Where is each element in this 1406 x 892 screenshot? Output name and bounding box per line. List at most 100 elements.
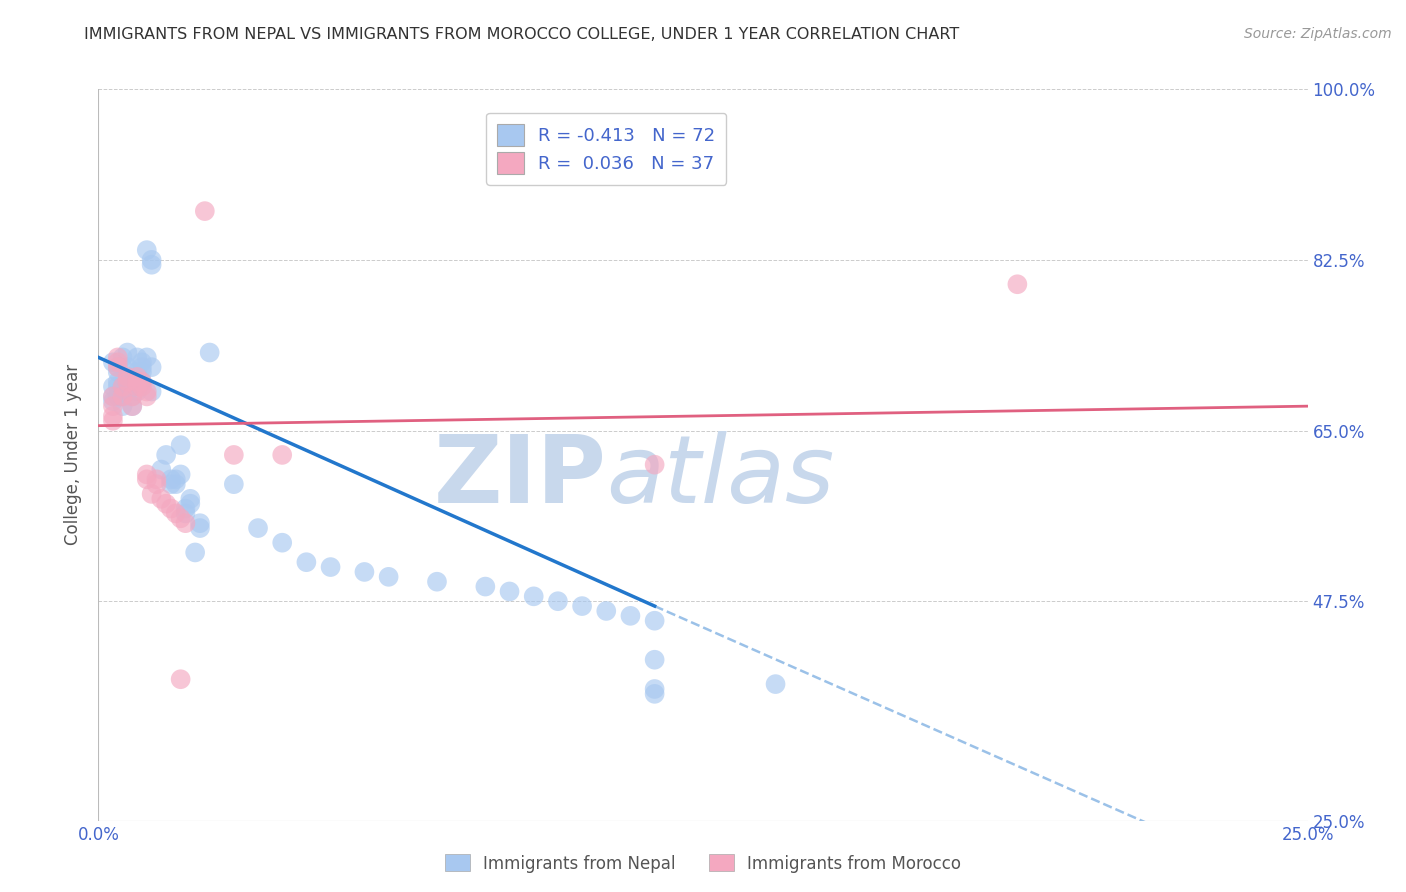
- Point: [426, 574, 449, 589]
- Point: [101, 409, 124, 423]
- Point: [111, 360, 134, 375]
- Point: [107, 389, 129, 403]
- Point: [121, 389, 143, 403]
- Point: [169, 467, 191, 482]
- Point: [765, 677, 787, 691]
- Point: [117, 370, 139, 384]
- Point: [121, 375, 143, 389]
- Point: [644, 614, 666, 628]
- Point: [131, 375, 153, 389]
- Point: [353, 565, 375, 579]
- Point: [174, 501, 197, 516]
- Point: [135, 467, 157, 482]
- Point: [198, 345, 221, 359]
- Point: [107, 379, 129, 393]
- Point: [127, 370, 149, 384]
- Point: [121, 379, 143, 393]
- Point: [117, 375, 139, 389]
- Point: [160, 501, 183, 516]
- Point: [127, 384, 149, 399]
- Point: [619, 608, 641, 623]
- Point: [498, 584, 520, 599]
- Point: [107, 360, 129, 375]
- Point: [141, 252, 163, 267]
- Point: [107, 351, 129, 365]
- Point: [111, 399, 134, 413]
- Point: [111, 351, 134, 365]
- Point: [169, 672, 191, 686]
- Point: [127, 375, 149, 389]
- Legend: R = -0.413   N = 72, R =  0.036   N = 37: R = -0.413 N = 72, R = 0.036 N = 37: [486, 113, 727, 185]
- Point: [184, 545, 207, 559]
- Point: [131, 360, 153, 375]
- Point: [107, 375, 129, 389]
- Point: [141, 487, 163, 501]
- Point: [135, 472, 157, 486]
- Point: [169, 511, 191, 525]
- Point: [117, 345, 139, 359]
- Point: [160, 472, 183, 486]
- Point: [150, 491, 173, 506]
- Point: [141, 360, 163, 375]
- Point: [523, 590, 546, 604]
- Text: IMMIGRANTS FROM NEPAL VS IMMIGRANTS FROM MOROCCO COLLEGE, UNDER 1 YEAR CORRELATI: IMMIGRANTS FROM NEPAL VS IMMIGRANTS FROM…: [84, 27, 960, 42]
- Point: [111, 389, 134, 403]
- Point: [107, 355, 129, 369]
- Point: [135, 351, 157, 365]
- Text: atlas: atlas: [606, 432, 835, 523]
- Point: [271, 535, 294, 549]
- Point: [127, 379, 149, 393]
- Point: [141, 258, 163, 272]
- Point: [571, 599, 593, 613]
- Point: [111, 389, 134, 403]
- Point: [117, 375, 139, 389]
- Text: Source: ZipAtlas.com: Source: ZipAtlas.com: [1244, 27, 1392, 41]
- Point: [179, 497, 201, 511]
- Point: [644, 681, 666, 696]
- Point: [111, 379, 134, 393]
- Point: [547, 594, 569, 608]
- Point: [141, 384, 163, 399]
- Point: [194, 204, 217, 219]
- Point: [188, 521, 211, 535]
- Point: [222, 448, 245, 462]
- Point: [117, 360, 139, 375]
- Point: [131, 355, 153, 369]
- Point: [131, 365, 153, 379]
- Point: [169, 438, 191, 452]
- Point: [117, 384, 139, 399]
- Point: [188, 516, 211, 531]
- Point: [145, 472, 167, 486]
- Point: [222, 477, 245, 491]
- Point: [174, 507, 197, 521]
- Point: [121, 389, 143, 403]
- Point: [271, 448, 294, 462]
- Point: [101, 399, 124, 413]
- Point: [127, 375, 149, 389]
- Point: [474, 580, 496, 594]
- Point: [155, 448, 177, 462]
- Point: [121, 399, 143, 413]
- Point: [150, 462, 173, 476]
- Point: [101, 394, 124, 409]
- Point: [107, 360, 129, 375]
- Point: [165, 477, 187, 491]
- Point: [101, 414, 124, 428]
- Point: [131, 379, 153, 393]
- Point: [595, 604, 617, 618]
- Point: [174, 516, 197, 531]
- Point: [1007, 277, 1029, 292]
- Point: [101, 389, 124, 403]
- Point: [644, 653, 666, 667]
- Point: [377, 570, 399, 584]
- Text: ZIP: ZIP: [433, 431, 606, 523]
- Point: [145, 477, 167, 491]
- Point: [135, 389, 157, 403]
- Point: [160, 477, 183, 491]
- Point: [135, 243, 157, 257]
- Point: [644, 458, 666, 472]
- Point: [179, 491, 201, 506]
- Point: [131, 375, 153, 389]
- Point: [127, 351, 149, 365]
- Point: [165, 472, 187, 486]
